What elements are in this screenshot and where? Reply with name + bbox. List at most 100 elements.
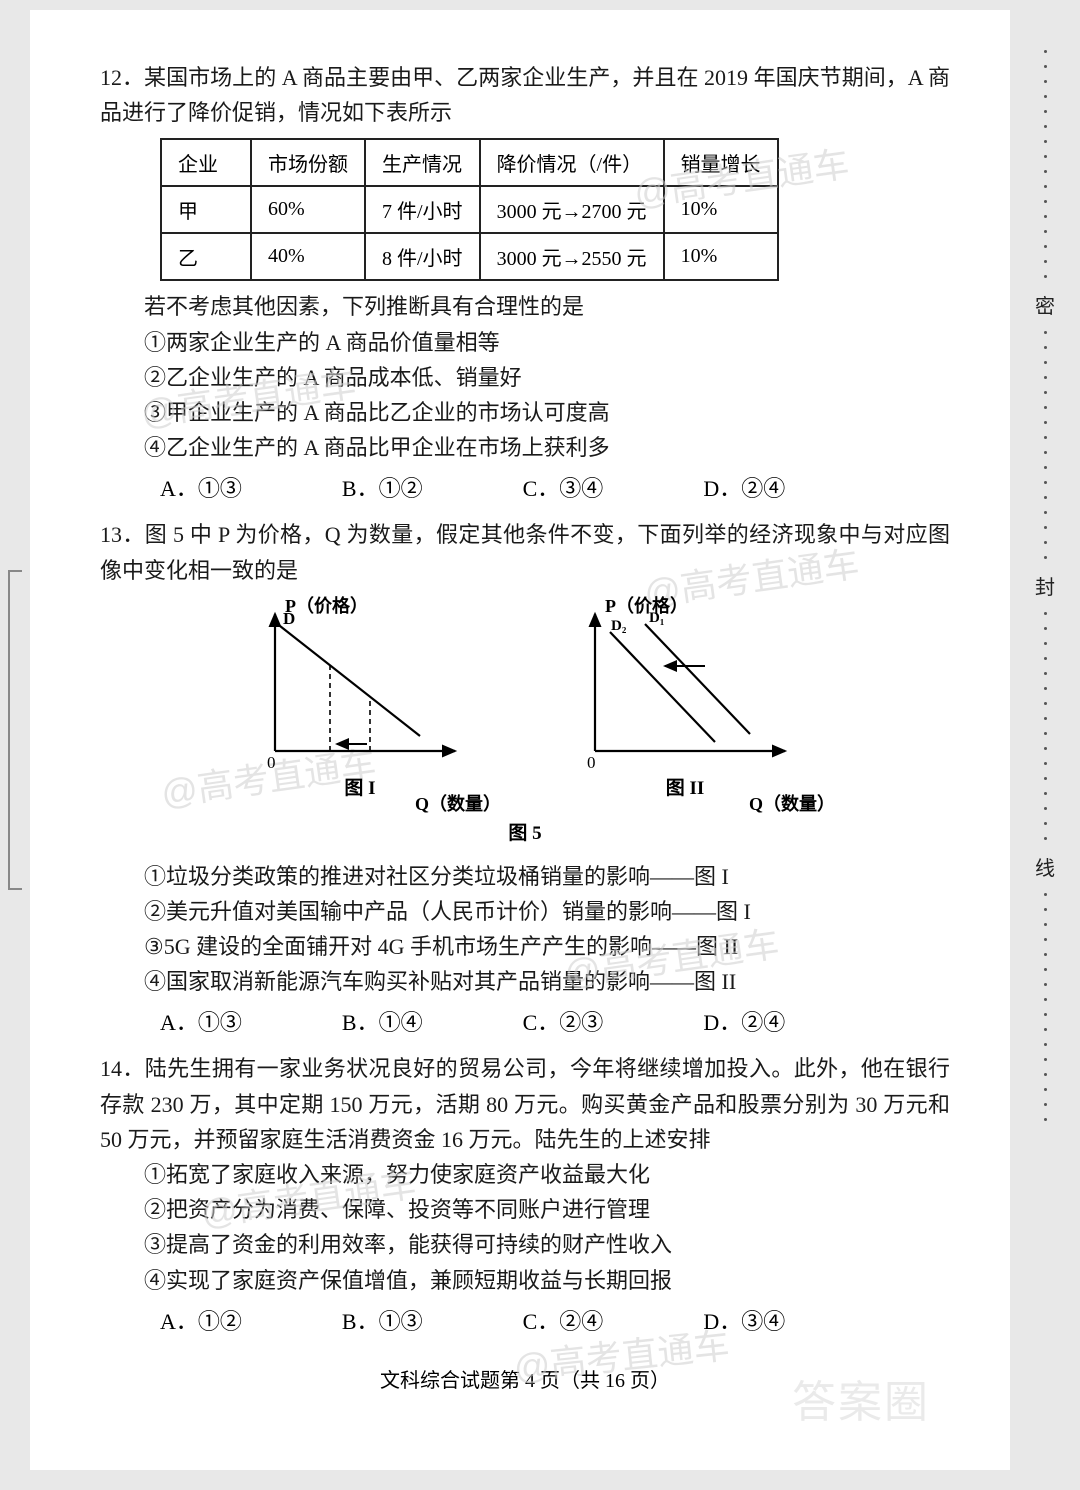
opt-b: B．①③	[342, 1304, 423, 1336]
seal-char: 线	[1035, 852, 1055, 881]
x-axis-label: Q（数量）	[415, 790, 501, 816]
cell: 10%	[664, 186, 778, 233]
opt-c-text: ②④	[559, 1309, 603, 1334]
dot	[1044, 95, 1047, 98]
opt-a-text: ①③	[198, 476, 242, 501]
dot	[1044, 451, 1047, 454]
dot	[1044, 155, 1047, 158]
chart-1: P（价格） D	[245, 596, 475, 814]
dot	[1044, 421, 1047, 424]
dot	[1044, 230, 1047, 233]
cell: 7 件/小时	[365, 186, 480, 233]
dot	[1044, 361, 1047, 364]
cell: 40%	[251, 233, 365, 280]
q14-item-1: ①拓宽了家庭收入来源，努力使家庭资产收益最大化	[100, 1157, 950, 1192]
dot	[1044, 657, 1047, 660]
q13-charts: P（价格） D	[100, 596, 950, 814]
q13-item-3: ③5G 建设的全面铺开对 4G 手机市场生产产生的影响——图 II	[100, 929, 950, 964]
dot	[1044, 170, 1047, 173]
opt-d-text: ②④	[741, 1010, 785, 1035]
q13-item-1: ①垃圾分类政策的推进对社区分类垃圾桶销量的影响——图 I	[100, 859, 950, 894]
q13-stem: 13．图 5 中 P 为价格，Q 为数量，假定其他条件不变，下面列举的经济现象中…	[100, 517, 950, 587]
th-production: 生产情况	[365, 139, 480, 186]
dot	[1044, 687, 1047, 690]
dot	[1044, 215, 1047, 218]
dot	[1044, 627, 1047, 630]
q12-options: A．①③ B．①② C．③④ D．②④	[160, 471, 950, 503]
table-row: 企业 市场份额 生产情况 降价情况（/件） 销量增长	[161, 139, 778, 186]
dot	[1044, 245, 1047, 248]
dot	[1044, 908, 1047, 911]
opt-c-text: ②③	[559, 1010, 603, 1035]
dot	[1044, 556, 1047, 559]
dot	[1044, 732, 1047, 735]
opt-b-text: ①③	[379, 1309, 423, 1334]
dot	[1044, 642, 1047, 645]
chart-2: P（价格） D₁ D₂ 0	[565, 596, 805, 814]
dot	[1044, 983, 1047, 986]
q13-item-4: ④国家取消新能源汽车购买补贴对其产品销量的影响——图 II	[100, 964, 950, 999]
svg-text:0: 0	[267, 753, 276, 771]
q13-options: A．①③ B．①④ C．②③ D．②④	[160, 1005, 950, 1037]
dot	[1044, 511, 1047, 514]
q12-item-1: ①两家企业生产的 A 商品价值量相等	[100, 325, 950, 360]
dot	[1044, 541, 1047, 544]
dot	[1044, 391, 1047, 394]
cell: 3000 元→2550 元	[480, 233, 664, 280]
dot	[1044, 1058, 1047, 1061]
th-share: 市场份额	[251, 139, 365, 186]
opt-a-text: ①③	[198, 1010, 242, 1035]
y-axis-label: P（价格）	[605, 592, 688, 618]
opt-d: D．②④	[703, 1005, 785, 1037]
opt-a: A．①③	[160, 1005, 242, 1037]
opt-a: A．①②	[160, 1304, 242, 1336]
y-axis-label: P（价格）	[285, 592, 368, 618]
dot	[1044, 702, 1047, 705]
q14-item-4: ④实现了家庭资产保值增值，兼顾短期收益与长期回报	[100, 1263, 950, 1298]
opt-b-text: ①②	[379, 476, 423, 501]
opt-b: B．①④	[342, 1005, 423, 1037]
dot	[1044, 1043, 1047, 1046]
dot	[1044, 807, 1047, 810]
th-enterprise: 企业	[161, 139, 251, 186]
dot	[1044, 185, 1047, 188]
th-sales: 销量增长	[664, 139, 778, 186]
q14-stem: 14．陆先生拥有一家业务状况良好的贸易公司，今年将继续增加投入。此外，他在银行存…	[100, 1051, 950, 1157]
q12-item-4: ④乙企业生产的 A 商品比甲企业在市场上获利多	[100, 430, 950, 465]
dot	[1044, 110, 1047, 113]
question-12: 12．某国市场上的 A 商品主要由甲、乙两家企业生产，并且在 2019 年国庆节…	[100, 60, 950, 503]
q12-stem-1: 12．某国市场上的 A 商品主要由甲、乙两家企业生产，并且在 2019 年国庆节…	[100, 60, 950, 130]
left-crop-mark	[8, 570, 22, 890]
dot	[1044, 331, 1047, 334]
opt-a: A．①③	[160, 471, 242, 503]
x-axis-label: Q（数量）	[749, 790, 835, 816]
dot	[1044, 953, 1047, 956]
svg-text:0: 0	[587, 753, 596, 771]
q13-item-2: ②美元升值对美国输中产品（人民币计价）销量的影响——图 I	[100, 894, 950, 929]
cell: 10%	[664, 233, 778, 280]
seal-char: 封	[1035, 571, 1055, 600]
dot	[1044, 65, 1047, 68]
dot	[1044, 777, 1047, 780]
opt-a-text: ①②	[198, 1309, 242, 1334]
dot	[1044, 50, 1047, 53]
cell: 乙	[161, 233, 251, 280]
dot	[1044, 526, 1047, 529]
dot	[1044, 938, 1047, 941]
dot	[1044, 140, 1047, 143]
dot	[1044, 1088, 1047, 1091]
dot	[1044, 923, 1047, 926]
chart-1-svg: D 0	[245, 596, 475, 771]
q14-options: A．①② B．①③ C．②④ D．③④	[160, 1304, 950, 1336]
corner-watermark: 答案圈	[792, 1366, 930, 1430]
dot	[1044, 998, 1047, 1001]
figure-caption: 图 5	[100, 818, 950, 845]
opt-b-text: ①④	[379, 1010, 423, 1035]
dot	[1044, 672, 1047, 675]
dot	[1044, 822, 1047, 825]
dot	[1044, 837, 1047, 840]
cell: 甲	[161, 186, 251, 233]
dot	[1044, 717, 1047, 720]
cell: 60%	[251, 186, 365, 233]
opt-d: D．②④	[703, 471, 785, 503]
